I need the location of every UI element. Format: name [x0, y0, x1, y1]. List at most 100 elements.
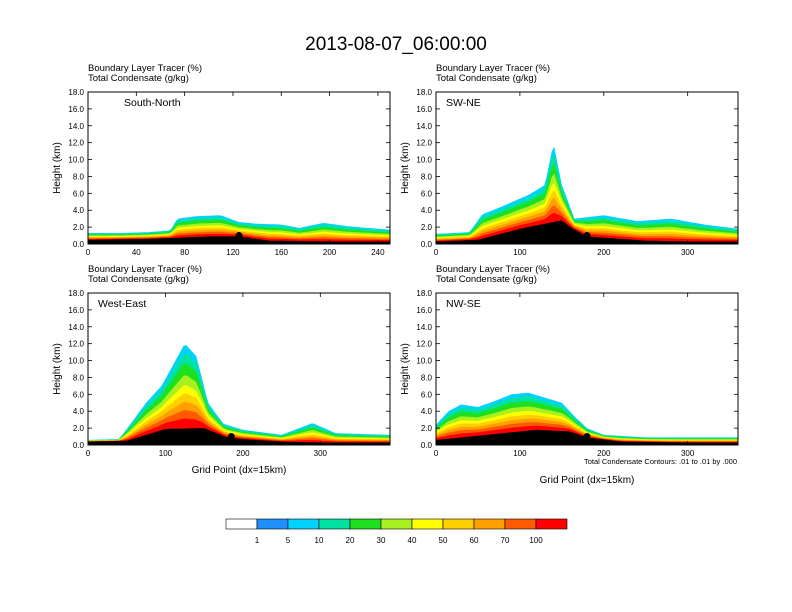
colorbar-swatch: [256, 518, 289, 530]
colorbar-label: 50: [439, 536, 448, 545]
y-tick-label: 8.0: [421, 373, 433, 382]
y-tick-label: 0.0: [73, 441, 85, 450]
y-axis-label: Height (km): [400, 142, 411, 194]
y-tick-label: 8.0: [421, 172, 433, 181]
x-axis-label: Grid Point (dx=15km): [192, 465, 287, 476]
colorbar-swatch: [380, 518, 413, 530]
x-tick-label: 0: [86, 449, 91, 458]
location-marker: [583, 232, 591, 240]
y-tick-label: 12.0: [416, 340, 432, 349]
y-axis-label: Height (km): [52, 142, 63, 194]
x-tick-label: 300: [681, 449, 695, 458]
y-tick-label: 6.0: [73, 390, 85, 399]
x-tick-label: 240: [371, 248, 385, 257]
y-tick-label: 10.0: [416, 156, 432, 165]
panel-subtitle: Boundary Layer Tracer (%): [436, 63, 550, 74]
panel-subtitle: Boundary Layer Tracer (%): [88, 63, 202, 74]
panel-top-left: Boundary Layer Tracer (%)Total Condensat…: [52, 63, 391, 257]
y-tick-label: 12.0: [416, 139, 432, 148]
x-tick-label: 200: [323, 248, 337, 257]
plot-frame: [435, 292, 739, 446]
x-tick-label: 0: [434, 248, 439, 257]
y-tick-label: 0.0: [421, 240, 433, 249]
panel-top-right: Boundary Layer Tracer (%)Total Condensat…: [400, 63, 739, 257]
y-axis-label: Height (km): [52, 343, 63, 395]
colorbar-label: 60: [470, 536, 479, 545]
y-tick-label: 10.0: [68, 156, 84, 165]
panel-subtitle: Total Condensate (g/kg): [436, 274, 537, 285]
y-tick-label: 6.0: [73, 189, 85, 198]
y-tick-label: 10.0: [416, 357, 432, 366]
y-tick-label: 0.0: [73, 240, 85, 249]
y-tick-label: 8.0: [73, 373, 85, 382]
x-tick-label: 100: [159, 449, 173, 458]
y-tick-label: 10.0: [68, 357, 84, 366]
colorbar-swatch: [535, 518, 568, 530]
x-axis-label: Grid Point (dx=15km): [540, 475, 635, 486]
plot-area: [436, 146, 738, 244]
panel-subtitle: Total Condensate (g/kg): [88, 274, 189, 285]
x-tick-label: 160: [275, 248, 289, 257]
x-tick-label: 80: [180, 248, 189, 257]
colorbar-swatch: [504, 518, 537, 530]
y-tick-label: 2.0: [421, 223, 433, 232]
colorbar-swatch: [318, 518, 351, 530]
terrain: [436, 220, 738, 244]
y-tick-label: 14.0: [416, 323, 432, 332]
y-tick-label: 6.0: [421, 390, 433, 399]
y-tick-label: 2.0: [73, 223, 85, 232]
y-tick-label: 18.0: [68, 289, 84, 298]
y-tick-label: 4.0: [421, 407, 433, 416]
y-tick-label: 18.0: [416, 289, 432, 298]
colorbar-label: 10: [315, 536, 324, 545]
panel-subtitle: Boundary Layer Tracer (%): [88, 264, 202, 275]
y-tick-label: 16.0: [68, 105, 84, 114]
x-tick-label: 200: [597, 449, 611, 458]
plot-frame: [87, 91, 391, 245]
colorbar-swatch: [473, 518, 506, 530]
y-tick-label: 14.0: [68, 323, 84, 332]
y-tick-label: 12.0: [68, 139, 84, 148]
y-tick-label: 8.0: [73, 172, 85, 181]
y-axis-label: Height (km): [400, 343, 411, 395]
terrain: [88, 236, 390, 244]
location-marker: [227, 433, 235, 441]
y-tick-label: 6.0: [421, 189, 433, 198]
plot-area: [88, 215, 390, 244]
y-tick-label: 18.0: [68, 88, 84, 97]
y-tick-label: 16.0: [416, 306, 432, 315]
colorbar-label: 5: [286, 536, 291, 545]
contour-note: Total Condensate Contours: .01 to .01 by…: [584, 457, 737, 466]
y-tick-label: 12.0: [68, 340, 84, 349]
y-tick-label: 16.0: [68, 306, 84, 315]
colorbar-label: 30: [377, 536, 386, 545]
x-tick-label: 40: [132, 248, 141, 257]
x-tick-label: 120: [226, 248, 240, 257]
colorbar-swatch: [442, 518, 475, 530]
panel-label: South-North: [124, 97, 181, 109]
y-tick-label: 4.0: [421, 206, 433, 215]
y-tick-label: 4.0: [73, 407, 85, 416]
colorbar-label: 40: [408, 536, 417, 545]
y-tick-label: 14.0: [416, 122, 432, 131]
colorbar-swatch: [349, 518, 382, 530]
x-tick-label: 100: [513, 248, 527, 257]
panel-label: NW-SE: [446, 298, 481, 310]
plot-area: [88, 345, 390, 445]
location-marker: [235, 232, 243, 240]
y-tick-label: 16.0: [416, 105, 432, 114]
colorbar-label: 20: [346, 536, 355, 545]
colorbar: 1 5 10 20 30 40 50 60 70 100: [225, 518, 568, 545]
colorbar-swatch: [225, 518, 258, 530]
panel-label: SW-NE: [446, 97, 481, 109]
figure-title: 2013-08-07_06:00:00: [305, 34, 487, 55]
colorbar-swatch: [287, 518, 320, 530]
x-tick-label: 0: [434, 449, 439, 458]
plot-frame: [435, 91, 739, 245]
y-tick-label: 18.0: [416, 88, 432, 97]
location-marker: [583, 433, 591, 441]
panel-subtitle: Total Condensate (g/kg): [88, 73, 189, 84]
panel-bottom-right: Boundary Layer Tracer (%)Total Condensat…: [400, 264, 739, 486]
plot-area: [436, 392, 738, 445]
